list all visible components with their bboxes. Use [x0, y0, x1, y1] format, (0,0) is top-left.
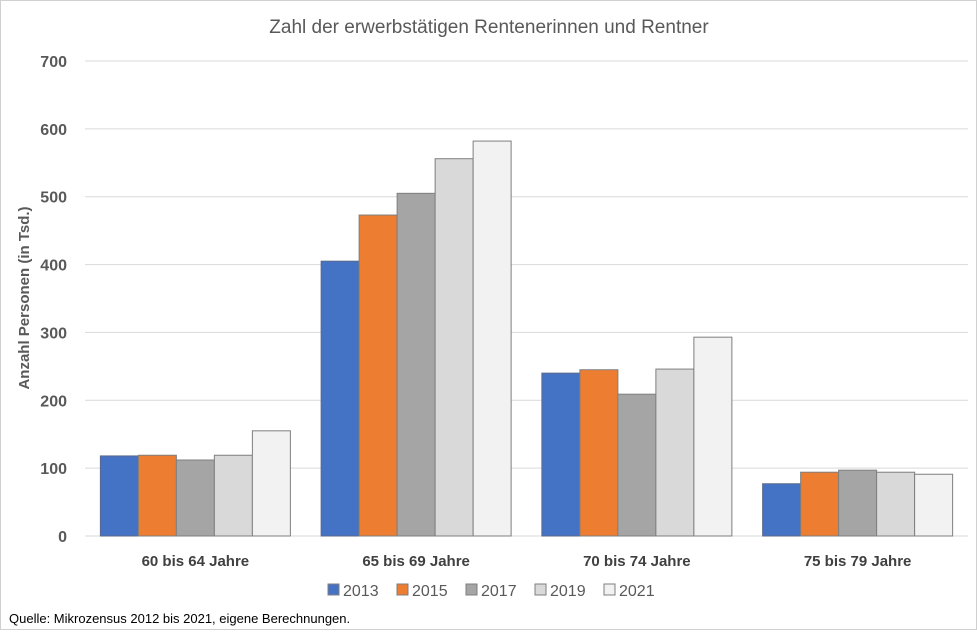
- legend-label-2015: 2015: [412, 583, 448, 600]
- y-tick-label: 200: [40, 393, 67, 410]
- chart-title: Zahl der erwerbstätigen Rentenerinnen un…: [269, 17, 709, 38]
- bar-2017-1: [396, 192, 436, 537]
- bar-2019-0: [213, 454, 253, 537]
- legend-label-2019: 2019: [550, 583, 586, 600]
- bar-2021-0: [251, 430, 291, 537]
- bar-2021-1: [472, 140, 512, 537]
- legend-swatch-2017: [465, 583, 478, 596]
- legend-swatch-2021: [603, 583, 616, 596]
- bar-2019-1: [434, 158, 474, 537]
- bar-2021-3: [914, 473, 954, 537]
- bar-2015-0: [137, 454, 177, 537]
- legend-label-2017: 2017: [481, 583, 517, 600]
- bar-2013-2: [541, 372, 581, 537]
- bar-2019-3: [876, 471, 916, 537]
- bar-2013-3: [762, 483, 802, 537]
- y-tick-label: 600: [40, 122, 67, 139]
- x-tick-label: 75 bis 79 Jahre: [804, 553, 912, 570]
- legend-label-2021: 2021: [619, 583, 655, 600]
- y-tick-label: 100: [40, 461, 67, 478]
- bar-2017-3: [838, 469, 878, 537]
- x-tick-label: 65 bis 69 Jahre: [362, 553, 470, 570]
- x-tick-label: 60 bis 64 Jahre: [142, 553, 250, 570]
- bar-2017-2: [617, 393, 657, 537]
- bar-2017-0: [175, 459, 215, 537]
- y-tick-label: 0: [58, 529, 67, 546]
- legend-swatch-2013: [327, 583, 340, 596]
- legend-swatch-2015: [396, 583, 409, 596]
- y-tick-label: 500: [40, 190, 67, 207]
- x-tick-label: 70 bis 74 Jahre: [583, 553, 691, 570]
- legend-swatch-2019: [534, 583, 547, 596]
- bar-2015-2: [579, 369, 619, 537]
- y-tick-label: 700: [40, 54, 67, 71]
- bar-2013-0: [99, 455, 139, 537]
- y-tick-label: 300: [40, 325, 67, 342]
- bar-2019-2: [655, 368, 695, 537]
- bar-2015-3: [800, 471, 840, 537]
- bar-2013-1: [320, 260, 360, 537]
- legend-label-2013: 2013: [343, 583, 379, 600]
- y-axis-label: Anzahl Personen (in Tsd.): [16, 206, 33, 389]
- y-tick-label: 400: [40, 258, 67, 275]
- source-note: Quelle: Mikrozensus 2012 bis 2021, eigen…: [9, 611, 350, 626]
- bar-2021-2: [693, 336, 733, 537]
- bar-2015-1: [358, 214, 398, 537]
